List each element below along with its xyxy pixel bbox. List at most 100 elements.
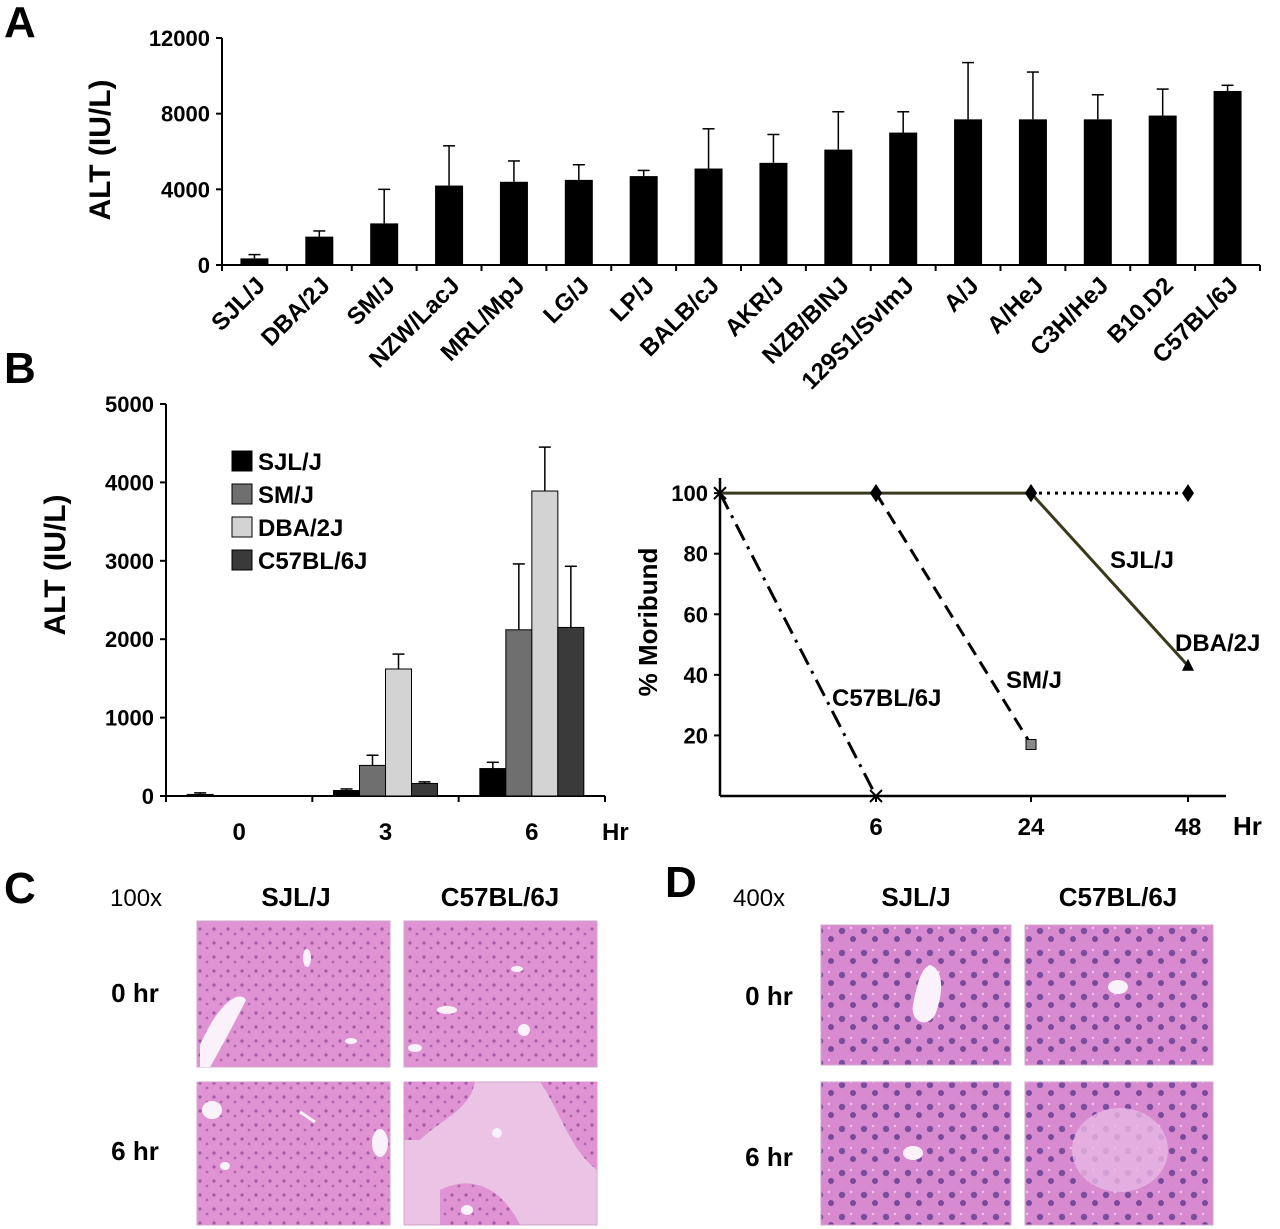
panel-a-bar	[824, 149, 853, 265]
micrograph-c-c57-6hr	[403, 1081, 598, 1226]
line-chart-xtick-label: 24	[1018, 814, 1045, 841]
panel-b-ytick-label: 2000	[105, 627, 154, 652]
line-chart-xtick-label: 48	[1175, 814, 1202, 841]
panel-a-bar	[240, 258, 269, 265]
panel-b-ytick-label: 4000	[105, 470, 154, 495]
panel-a-bar	[370, 223, 399, 265]
panel-b-ytick-label: 1000	[105, 706, 154, 731]
panel-b-bar	[531, 490, 559, 797]
panel-a-category-label: SM/J	[342, 272, 401, 331]
panel-a-bar	[564, 179, 593, 265]
micrograph-c-c57-0hr	[403, 920, 598, 1068]
panel-label-a: A	[4, 0, 36, 47]
legend-label: SM/J	[258, 482, 314, 509]
panel-b-bar	[479, 768, 507, 797]
panel-c-row-6hr: 6 hr	[111, 1136, 159, 1166]
marker-x	[713, 486, 727, 500]
line-chart-x-unit: Hr	[1233, 811, 1262, 841]
panel-a-category-label: A/J	[939, 272, 985, 318]
panel-a-bar	[1213, 90, 1242, 265]
panel-b-bar	[359, 764, 386, 797]
panel-c-col-c57: C57BL/6J	[441, 882, 560, 912]
panel-b-xtick-label: 3	[379, 819, 392, 846]
panel-b-line-chart: % Moribund 20 40 60 80 100 6 24 48 Hr SJL/J DBA/2…	[633, 478, 1262, 841]
panel-label-c: C	[4, 864, 36, 913]
panel-d-col-sjl: SJL/J	[881, 882, 950, 912]
series-label: SM/J	[1006, 667, 1062, 694]
panel-a-bar	[889, 132, 918, 265]
panel-b-grouped-bar-chart: ALT (IU/L) 0 1000 2000 3000 4000 5000 0 3 6 Hr SJ…	[39, 392, 629, 846]
panel-b-bar	[411, 782, 438, 797]
series-line	[874, 492, 1033, 746]
panel-a-ytick-label: 8000	[161, 102, 210, 127]
series-line	[720, 491, 1190, 667]
panel-b-ytick-label: 3000	[105, 549, 154, 574]
panel-a-bar	[1018, 119, 1047, 265]
panel-b-x-unit: Hr	[602, 819, 629, 846]
panel-c-row-0hr: 0 hr	[111, 978, 159, 1008]
panel-a-category-label: LP/J	[605, 272, 660, 327]
micrograph-d-sjl-6hr	[820, 1081, 1012, 1226]
panel-d-row-0hr: 0 hr	[745, 981, 793, 1011]
series-label: DBA/2J	[1175, 630, 1260, 657]
marker-diamond	[870, 484, 882, 503]
micrograph-c-sjl-0hr	[196, 920, 391, 1068]
panel-b-bar	[186, 793, 214, 797]
panel-b-bar	[557, 626, 585, 797]
panel-a-bar	[759, 162, 788, 265]
panel-a-bar	[694, 168, 723, 265]
panel-b-xtick-label: 0	[232, 819, 245, 846]
panel-a-bar	[499, 181, 528, 265]
panel-a-bar	[435, 185, 464, 265]
line-chart-ytick-label: 100	[671, 481, 708, 506]
panel-b-bar	[333, 790, 360, 797]
panel-a-ylabel: ALT (IU/L)	[84, 79, 117, 220]
line-chart-ytick-label: 40	[684, 663, 708, 688]
panel-b-bar	[385, 668, 412, 797]
micrograph-d-c57-6hr	[1024, 1081, 1214, 1226]
legend-label: SJL/J	[258, 449, 322, 476]
panel-b-ytick-label: 0	[142, 784, 154, 809]
panel-a-category-label: 129S1/SvImJ	[797, 272, 920, 395]
series-line	[718, 492, 878, 797]
panel-label-d: D	[665, 858, 697, 907]
line-chart-xtick-label: 6	[869, 814, 882, 841]
line-chart-ytick-label: 60	[684, 602, 708, 627]
panel-d-magnification: 400x	[733, 885, 785, 912]
legend-swatch	[231, 450, 253, 472]
legend-swatch	[231, 549, 253, 571]
panel-a-ytick-label: 12000	[149, 26, 210, 51]
panel-label-b: B	[4, 344, 36, 393]
panel-a-bar	[1148, 115, 1177, 265]
panel-a-bar	[1083, 119, 1112, 265]
panel-b-xtick-label: 6	[525, 819, 538, 846]
micrograph-c-sjl-6hr	[196, 1081, 391, 1226]
panel-a-category-label: LG/J	[538, 272, 595, 329]
legend-swatch	[231, 516, 253, 538]
panel-a-ytick-label: 0	[198, 253, 210, 278]
legend-label: C57BL/6J	[258, 548, 367, 575]
panel-c-magnification: 100x	[110, 885, 162, 912]
panel-c-col-sjl: SJL/J	[261, 882, 330, 912]
marker-triangle	[1182, 658, 1194, 671]
line-chart-ylabel: % Moribund	[633, 548, 663, 697]
panel-b-ylabel: ALT (IU/L)	[39, 494, 72, 635]
panel-a-bar	[305, 236, 334, 265]
series-label: C57BL/6J	[832, 685, 941, 712]
legend-label: DBA/2J	[258, 515, 343, 542]
panel-a-bar	[954, 119, 983, 265]
line-chart-ytick-label: 80	[684, 542, 708, 567]
marker-diamond	[1182, 484, 1194, 503]
line-chart-ytick-label: 20	[684, 723, 708, 748]
panel-a-ytick-label: 4000	[161, 177, 210, 202]
panel-d-row-6hr: 6 hr	[745, 1142, 793, 1172]
legend-swatch	[231, 483, 253, 505]
panel-a-category-label: DBA/2J	[256, 272, 335, 351]
panel-b-bar	[505, 629, 533, 797]
micrograph-d-sjl-0hr	[820, 924, 1012, 1066]
marker-diamond	[1025, 484, 1037, 503]
panel-a-bar	[629, 176, 658, 265]
marker-square	[1025, 739, 1037, 751]
